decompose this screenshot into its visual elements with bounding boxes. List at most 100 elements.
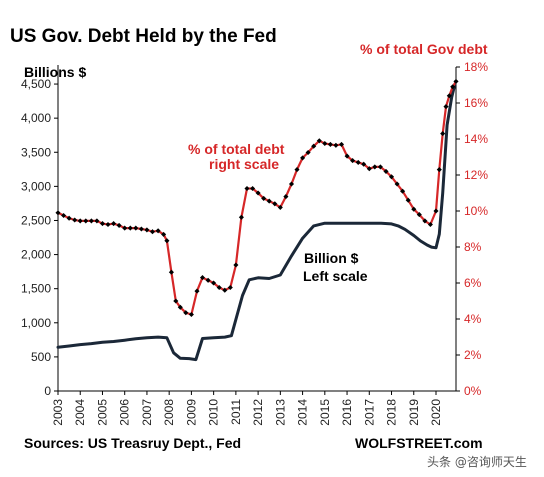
- data-point-percent-of-total-debt: [222, 287, 228, 293]
- data-point-percent-of-total-debt: [322, 140, 328, 147]
- data-point-percent-of-total-debt: [416, 212, 422, 218]
- right-axis-tick-label: 8%: [464, 240, 482, 254]
- series-lines-group: [56, 80, 458, 362]
- right-axis-title: % of total Gov debt: [360, 41, 488, 57]
- x-axis-tick-label: 2003: [51, 399, 65, 426]
- data-point-percent-of-total-debt: [355, 159, 361, 165]
- left-axis-tick-label: 4,000: [21, 111, 51, 125]
- data-point-percent-of-total-debt: [443, 104, 449, 110]
- annotation-black-line-1: Billion $: [304, 250, 359, 266]
- data-point-percent-of-total-debt: [77, 218, 83, 224]
- x-axis-tick-label: 2020: [429, 399, 443, 426]
- x-axis-tick-label: 2019: [407, 399, 421, 426]
- data-point-percent-of-total-debt: [88, 218, 94, 224]
- data-point-percent-of-total-debt: [216, 284, 222, 291]
- data-point-percent-of-total-debt: [205, 277, 211, 283]
- x-axis-tick-label: 2016: [340, 399, 354, 426]
- left-axis-tick-label: 2,000: [21, 248, 51, 262]
- data-point-percent-of-total-debt: [233, 262, 239, 268]
- x-axis-tick-label: 2007: [140, 399, 154, 426]
- x-axis-tick-label: 2017: [362, 399, 376, 426]
- x-axis-tick-label: 2006: [118, 399, 132, 426]
- series-markers-group: [55, 78, 459, 318]
- x-axis-tick-label: 2005: [95, 399, 109, 426]
- x-axis-tick-label: 2012: [251, 399, 265, 426]
- data-point-percent-of-total-debt: [161, 231, 167, 237]
- data-point-percent-of-total-debt: [227, 284, 233, 291]
- data-point-percent-of-total-debt: [427, 221, 433, 228]
- data-point-percent-of-total-debt: [440, 131, 446, 137]
- data-point-percent-of-total-debt: [316, 138, 322, 144]
- source-note: Sources: US Treasruy Dept., Fed: [24, 435, 241, 451]
- data-point-percent-of-total-debt: [168, 269, 174, 275]
- annotation-black-line-2: Left scale: [303, 268, 368, 284]
- x-axis-tick-label: 2014: [296, 399, 310, 426]
- right-axis-tick-label: 6%: [464, 276, 482, 290]
- data-point-percent-of-total-debt: [333, 142, 339, 148]
- series-line-percent-of-total-debt: [56, 80, 458, 316]
- data-point-percent-of-total-debt: [105, 221, 111, 228]
- right-axis-tick-label: 4%: [464, 312, 482, 326]
- data-point-percent-of-total-debt: [99, 221, 106, 227]
- left-axis-tick-label: 4,500: [21, 77, 51, 91]
- data-point-percent-of-total-debt: [138, 226, 144, 232]
- data-point-percent-of-total-debt: [388, 174, 395, 180]
- axes-group: 0 500 1,000 1,500 2,000 2,500 3,000 3,500 4,000 4…: [21, 60, 488, 426]
- data-point-percent-of-total-debt: [283, 194, 289, 200]
- right-axis-tick-label: 0%: [464, 384, 482, 398]
- data-point-percent-of-total-debt: [294, 167, 300, 173]
- data-point-percent-of-total-debt: [366, 166, 372, 172]
- left-axis-tick-label: 3,000: [21, 179, 51, 193]
- x-axis-tick-label: 2008: [162, 399, 176, 426]
- x-axis-tick-label: 2011: [229, 399, 243, 425]
- data-point-percent-of-total-debt: [272, 201, 278, 207]
- left-axis-tick-label: 1,500: [21, 282, 51, 296]
- data-point-percent-of-total-debt: [61, 212, 67, 219]
- left-axis-tick-label: 3,500: [21, 145, 51, 159]
- annotation-red-line-1: % of total debt: [188, 141, 285, 157]
- data-point-percent-of-total-debt: [199, 275, 206, 281]
- data-point-percent-of-total-debt: [116, 222, 122, 228]
- watermark: 头条 @咨询师天生: [427, 454, 527, 469]
- data-point-percent-of-total-debt: [211, 280, 217, 286]
- data-point-percent-of-total-debt: [411, 206, 417, 212]
- data-point-percent-of-total-debt: [288, 181, 295, 187]
- series-line-billion-dollars: [56, 82, 457, 362]
- right-axis-tick-label: 10%: [464, 204, 488, 218]
- data-point-percent-of-total-debt: [327, 141, 333, 147]
- data-point-percent-of-total-debt: [111, 221, 117, 227]
- data-point-percent-of-total-debt: [83, 218, 89, 224]
- x-axis-tick-label: 2010: [207, 399, 221, 426]
- data-point-percent-of-total-debt: [173, 298, 179, 304]
- x-axis-tick-label: 2015: [318, 399, 332, 426]
- chart-title: US Gov. Debt Held by the Fed: [10, 26, 277, 47]
- right-axis-tick-label: 16%: [464, 96, 488, 110]
- data-point-percent-of-total-debt: [144, 227, 150, 233]
- left-axis-tick-label: 2,500: [21, 213, 51, 227]
- right-axis-tick-label: 2%: [464, 348, 482, 362]
- left-axis-tick-label: 0: [44, 384, 51, 398]
- data-point-percent-of-total-debt: [177, 304, 183, 310]
- data-point-percent-of-total-debt: [238, 214, 244, 220]
- data-point-percent-of-total-debt: [261, 195, 267, 201]
- data-point-percent-of-total-debt: [244, 185, 250, 192]
- data-point-percent-of-total-debt: [436, 167, 442, 173]
- x-axis-tick-label: 2004: [73, 399, 87, 426]
- data-point-percent-of-total-debt: [133, 225, 139, 231]
- left-axis-tick-label: 500: [31, 350, 51, 364]
- annotation-red-line-2: right scale: [209, 156, 279, 172]
- data-point-percent-of-total-debt: [164, 238, 170, 244]
- data-point-percent-of-total-debt: [250, 185, 256, 192]
- data-point-percent-of-total-debt: [149, 229, 156, 235]
- x-axis-tick-label: 2018: [385, 399, 399, 426]
- x-axis-tick-label: 2009: [184, 399, 198, 426]
- right-axis-tick-label: 18%: [464, 60, 488, 74]
- right-axis-tick-label: 14%: [464, 132, 488, 146]
- left-axis-tick-label: 1,000: [21, 316, 51, 330]
- left-axis-unit-label: Billions $: [24, 64, 86, 80]
- data-point-percent-of-total-debt: [300, 155, 306, 161]
- data-point-percent-of-total-debt: [72, 217, 78, 223]
- data-point-percent-of-total-debt: [433, 208, 439, 214]
